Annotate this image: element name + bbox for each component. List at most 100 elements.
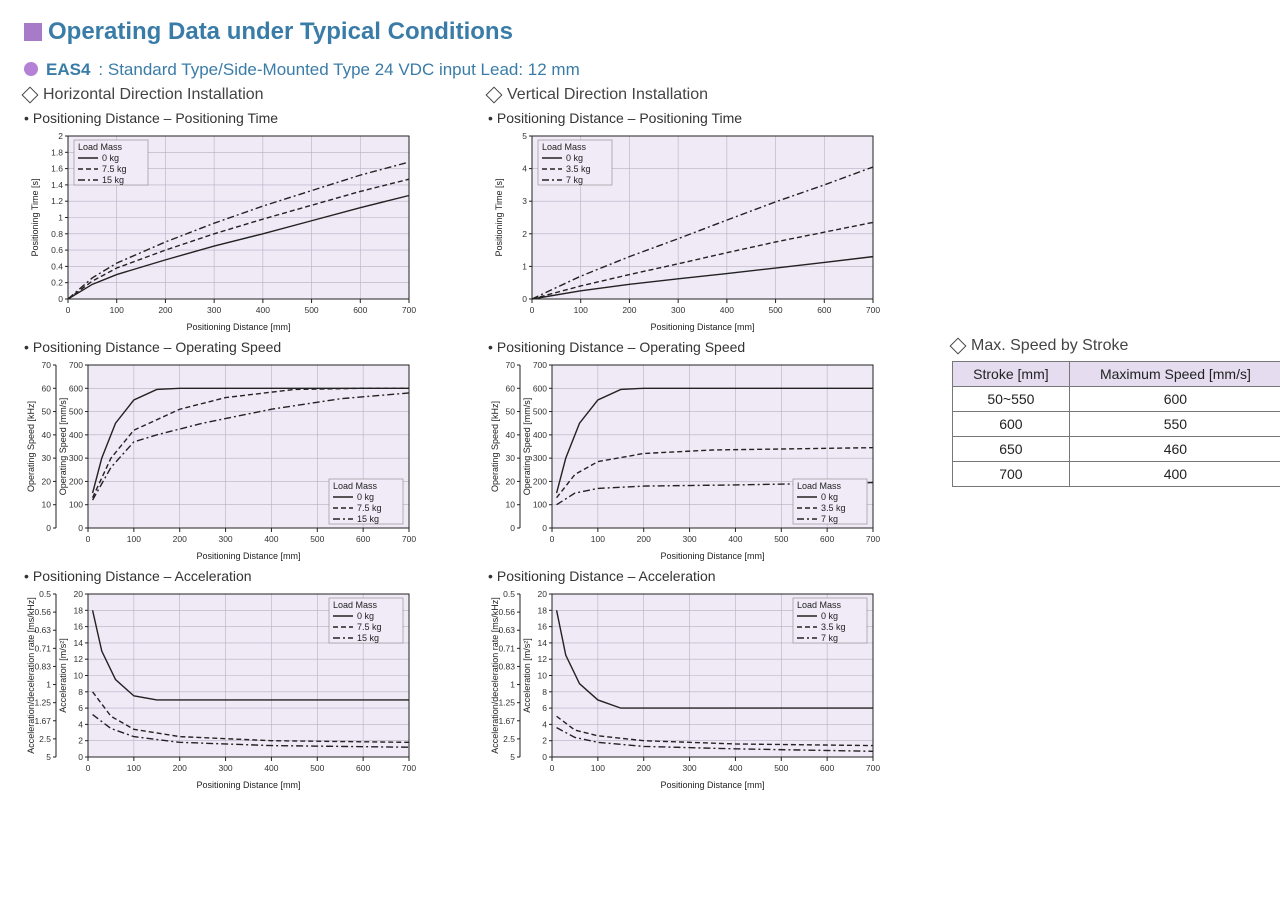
svg-text:3.5 kg: 3.5 kg	[821, 503, 846, 513]
speed-table: Stroke [mm] Maximum Speed [mm/s] 50~5506…	[952, 361, 1280, 487]
svg-text:10: 10	[506, 500, 516, 510]
svg-text:700: 700	[866, 763, 880, 773]
svg-text:2.5: 2.5	[503, 734, 515, 744]
svg-text:Positioning Time [s]: Positioning Time [s]	[30, 178, 40, 256]
svg-text:1.8: 1.8	[51, 147, 63, 157]
svg-text:600: 600	[69, 383, 83, 393]
column-vertical: Vertical Direction Installation Position…	[488, 84, 918, 791]
svg-text:0 kg: 0 kg	[102, 153, 119, 163]
diamond-icon	[950, 338, 967, 355]
chart-title: Positioning Distance – Acceleration	[24, 568, 454, 584]
table-cell: 700	[953, 462, 1070, 487]
chart-title: Positioning Distance – Positioning Time	[488, 110, 918, 126]
svg-text:16: 16	[538, 622, 548, 632]
svg-text:400: 400	[728, 763, 742, 773]
svg-text:0: 0	[550, 763, 555, 773]
table-cell: 650	[953, 437, 1070, 462]
svg-text:10: 10	[42, 500, 52, 510]
svg-text:20: 20	[74, 589, 84, 599]
svg-text:500: 500	[304, 305, 318, 315]
svg-text:7 kg: 7 kg	[566, 175, 583, 185]
svg-text:Load Mass: Load Mass	[78, 142, 123, 152]
svg-text:0 kg: 0 kg	[357, 492, 374, 502]
product-desc: : Standard Type/Side-Mounted Type 24 VDC…	[98, 60, 579, 80]
svg-text:200: 200	[173, 763, 187, 773]
svg-text:30: 30	[506, 453, 516, 463]
svg-text:700: 700	[866, 534, 880, 544]
svg-text:15 kg: 15 kg	[102, 175, 124, 185]
svg-text:200: 200	[637, 763, 651, 773]
table-header: Maximum Speed [mm/s]	[1069, 362, 1280, 387]
chart-title: Positioning Distance – Operating Speed	[24, 339, 454, 355]
svg-text:0 kg: 0 kg	[566, 153, 583, 163]
svg-text:7.5 kg: 7.5 kg	[357, 503, 382, 513]
svg-text:0: 0	[86, 534, 91, 544]
svg-text:600: 600	[820, 534, 834, 544]
svg-text:600: 600	[356, 534, 370, 544]
svg-text:Positioning Distance [mm]: Positioning Distance [mm]	[660, 551, 764, 561]
svg-text:40: 40	[42, 430, 52, 440]
svg-text:6: 6	[78, 703, 83, 713]
svg-text:18: 18	[74, 605, 84, 615]
svg-text:600: 600	[533, 383, 547, 393]
table-cell: 550	[1069, 412, 1280, 437]
horiz-heading: Horizontal Direction Installation	[43, 86, 264, 104]
svg-text:20: 20	[42, 476, 52, 486]
svg-text:50: 50	[506, 407, 516, 417]
svg-text:400: 400	[264, 763, 278, 773]
svg-text:100: 100	[110, 305, 124, 315]
svg-text:200: 200	[69, 476, 83, 486]
svg-text:0: 0	[78, 752, 83, 762]
svg-text:400: 400	[720, 305, 734, 315]
svg-text:300: 300	[682, 534, 696, 544]
table-heading: Max. Speed by Stroke	[971, 337, 1128, 355]
svg-text:Load Mass: Load Mass	[797, 481, 842, 491]
column-horizontal: Horizontal Direction Installation Positi…	[24, 84, 454, 791]
svg-text:Acceleration [m/s²]: Acceleration [m/s²]	[522, 638, 532, 713]
svg-text:0.63: 0.63	[34, 625, 51, 635]
svg-text:0.71: 0.71	[498, 643, 515, 653]
svg-text:200: 200	[533, 476, 547, 486]
svg-text:400: 400	[728, 534, 742, 544]
svg-text:700: 700	[69, 360, 83, 370]
svg-text:0.71: 0.71	[34, 643, 51, 653]
svg-text:0: 0	[46, 523, 51, 533]
svg-text:Load Mass: Load Mass	[542, 142, 587, 152]
svg-text:Operating Speed [mm/s]: Operating Speed [mm/s]	[58, 398, 68, 496]
svg-text:3: 3	[522, 196, 527, 206]
svg-text:0: 0	[522, 294, 527, 304]
svg-text:Positioning Distance [mm]: Positioning Distance [mm]	[196, 551, 300, 561]
svg-text:8: 8	[542, 687, 547, 697]
svg-text:15 kg: 15 kg	[357, 514, 379, 524]
svg-text:500: 500	[533, 407, 547, 417]
svg-text:300: 300	[682, 763, 696, 773]
svg-text:10: 10	[74, 671, 84, 681]
svg-text:0: 0	[530, 305, 535, 315]
svg-text:14: 14	[538, 638, 548, 648]
svg-text:0.63: 0.63	[498, 625, 515, 635]
table-cell: 600	[953, 412, 1070, 437]
svg-text:Positioning Distance [mm]: Positioning Distance [mm]	[196, 780, 300, 790]
svg-text:70: 70	[42, 360, 52, 370]
circle-bullet-icon	[24, 62, 38, 76]
svg-text:0.4: 0.4	[51, 261, 63, 271]
svg-text:7.5 kg: 7.5 kg	[357, 622, 382, 632]
svg-text:700: 700	[402, 763, 416, 773]
page-title: Operating Data under Typical Conditions	[48, 18, 513, 46]
svg-text:Positioning Distance [mm]: Positioning Distance [mm]	[186, 322, 290, 332]
svg-text:4: 4	[542, 719, 547, 729]
svg-text:500: 500	[774, 534, 788, 544]
svg-text:0.56: 0.56	[34, 607, 51, 617]
svg-text:500: 500	[69, 407, 83, 417]
svg-text:500: 500	[310, 534, 324, 544]
svg-text:400: 400	[256, 305, 270, 315]
svg-text:Load Mass: Load Mass	[333, 600, 378, 610]
svg-text:70: 70	[506, 360, 516, 370]
svg-text:600: 600	[820, 763, 834, 773]
svg-text:0.56: 0.56	[498, 607, 515, 617]
svg-text:60: 60	[42, 383, 52, 393]
chart-v_ac: 0100200300400500600700Positioning Distan…	[488, 586, 883, 791]
vert-heading: Vertical Direction Installation	[507, 86, 708, 104]
svg-text:8: 8	[78, 687, 83, 697]
chart-h_pt: 0100200300400500600700Positioning Distan…	[24, 128, 419, 333]
